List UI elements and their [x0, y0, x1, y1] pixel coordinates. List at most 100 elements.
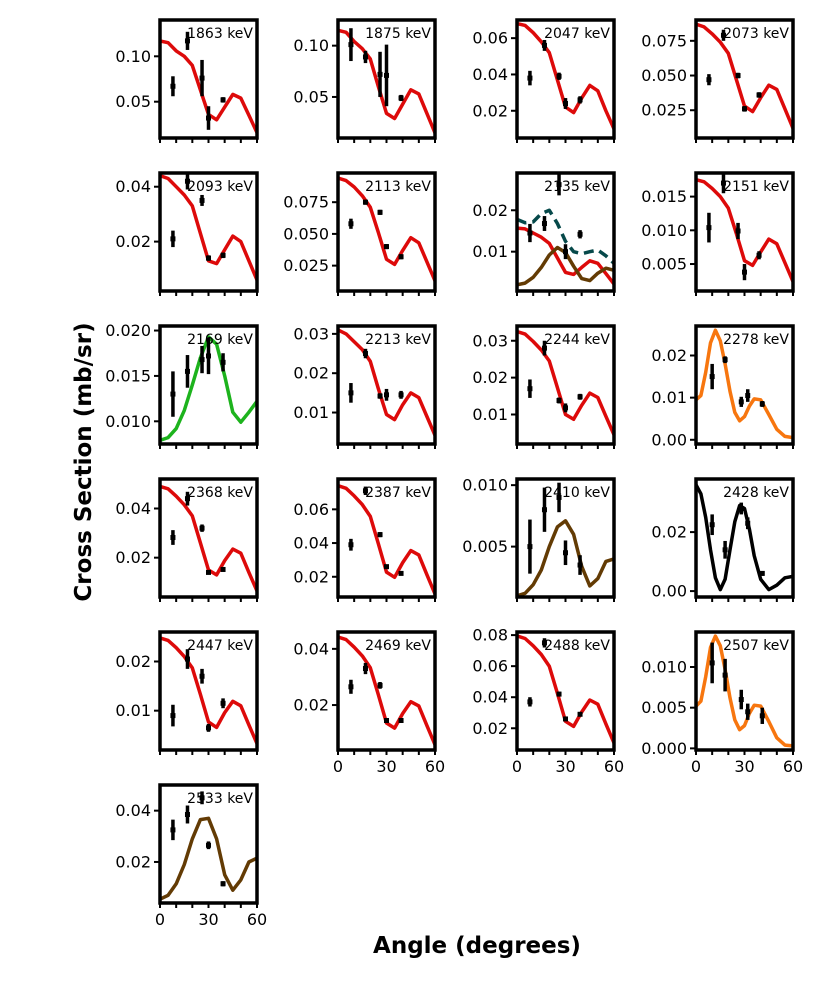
data-point — [362, 351, 368, 357]
subplot: 0.00 0.02 2428 keV — [651, 477, 795, 602]
energy-label: 2387 keV — [365, 485, 431, 501]
energy-label: 2135 keV — [544, 179, 610, 195]
subplot: 0.02 0.04 2093 keV — [115, 171, 259, 296]
y-tick-label: 0.050 — [641, 66, 687, 85]
y-tick-label: 0.02 — [651, 346, 687, 365]
y-tick-label: 0.000 — [641, 739, 687, 758]
x-tick-label: 0 — [691, 757, 701, 776]
y-tick-label: 0.04 — [115, 177, 151, 196]
data-point — [206, 353, 211, 359]
data-points — [170, 173, 226, 261]
data-points — [527, 340, 583, 413]
energy-label: 2533 keV — [187, 791, 253, 807]
data-point — [735, 228, 741, 234]
data-point — [398, 718, 404, 723]
data-point — [206, 725, 211, 731]
y-tick-label: 0.03 — [293, 324, 329, 343]
fit-curve — [696, 178, 793, 283]
data-points — [706, 173, 762, 281]
data-point — [759, 570, 765, 576]
y-tick-label: 0.01 — [472, 405, 508, 424]
data-point — [384, 244, 389, 250]
data-point — [722, 357, 728, 363]
data-point — [220, 252, 226, 258]
data-point — [220, 881, 226, 887]
data-point — [377, 209, 383, 215]
data-point — [220, 359, 226, 365]
y-tick-label: 0.03 — [472, 331, 508, 350]
subplot: 0.01 0.02 0.03 2213 keV — [293, 324, 437, 449]
data-point — [563, 249, 568, 255]
y-tick-label: 0.10 — [293, 36, 329, 55]
y-tick-label: 0.015 — [105, 366, 151, 385]
y-tick-label: 0.00 — [651, 582, 687, 601]
data-point — [527, 699, 533, 705]
y-tick-label: 0.04 — [115, 499, 151, 518]
y-tick-label: 0.04 — [293, 639, 329, 658]
y-tick-label: 0.02 — [472, 368, 508, 387]
energy-label: 2368 keV — [187, 485, 253, 501]
data-point — [756, 252, 762, 258]
y-tick-label: 0.02 — [472, 201, 508, 220]
data-point — [384, 392, 389, 398]
y-tick-label: 0.02 — [293, 696, 329, 715]
y-tick-label: 0.010 — [462, 476, 508, 495]
curves — [696, 484, 793, 592]
y-tick-label: 0.025 — [641, 101, 687, 120]
data-point — [541, 221, 547, 227]
data-points — [348, 199, 404, 260]
data-point — [541, 507, 547, 513]
data-point — [742, 106, 747, 112]
curves — [338, 28, 435, 134]
data-point — [348, 542, 354, 548]
data-points — [527, 39, 583, 109]
data-point — [577, 231, 583, 237]
energy-label: 2447 keV — [187, 638, 253, 654]
data-point — [377, 532, 383, 538]
curves — [160, 335, 257, 443]
energy-label: 2213 keV — [365, 332, 431, 348]
data-point — [398, 95, 404, 101]
y-tick-label: 0.02 — [293, 364, 329, 383]
data-point — [709, 522, 715, 528]
data-point — [527, 230, 533, 236]
y-tick-label: 0.06 — [472, 657, 508, 676]
data-point — [745, 393, 751, 399]
data-point — [577, 711, 583, 717]
data-points — [527, 482, 583, 575]
x-axis-label: Angle (degrees) — [373, 933, 581, 959]
data-point — [377, 71, 383, 77]
y-tick-label: 0.06 — [472, 29, 508, 48]
fit-curve — [517, 519, 614, 597]
y-tick-label: 0.010 — [641, 657, 687, 676]
x-tick-label: 30 — [376, 757, 396, 776]
y-tick-label: 0.01 — [115, 701, 151, 720]
y-tick-label: 0.005 — [641, 698, 687, 717]
energy-label: 2507 keV — [723, 638, 789, 654]
data-point — [722, 547, 728, 553]
y-tick-label: 0.020 — [105, 321, 151, 340]
energy-label: 2410 keV — [544, 485, 610, 501]
y-tick-label: 0.01 — [472, 242, 508, 261]
data-point — [377, 393, 383, 399]
data-point — [556, 182, 562, 188]
y-tick-label: 0.02 — [293, 567, 329, 586]
data-point — [170, 391, 176, 397]
data-point — [220, 700, 226, 706]
data-point — [756, 92, 762, 98]
data-points — [170, 791, 226, 887]
y-tick-label: 0.04 — [293, 534, 329, 553]
data-points — [170, 337, 226, 417]
data-points — [709, 642, 765, 724]
data-points — [348, 28, 404, 107]
data-point — [220, 97, 226, 103]
data-point — [206, 115, 211, 121]
y-tick-label: 0.02 — [651, 523, 687, 542]
x-tick-label: 30 — [555, 757, 575, 776]
data-point — [184, 178, 190, 184]
curves — [338, 176, 435, 282]
curves — [696, 634, 793, 748]
data-point — [170, 236, 176, 242]
y-tick-label: 0.005 — [462, 537, 508, 556]
data-point — [362, 666, 368, 672]
